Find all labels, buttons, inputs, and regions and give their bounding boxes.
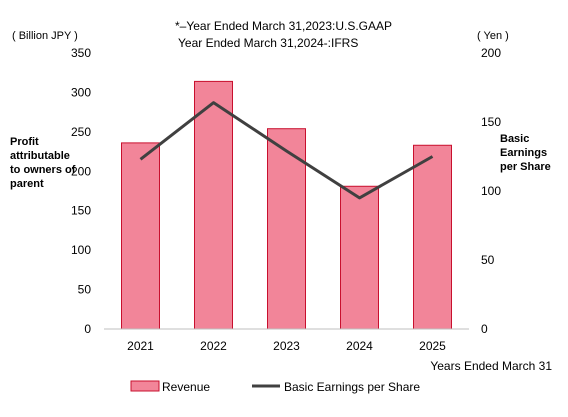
right-axis-unit: ( Yen ) <box>477 30 509 42</box>
left-tick-label-6: 300 <box>71 85 91 99</box>
left-tick-label-1: 50 <box>78 283 92 297</box>
revenue-bar-2021 <box>121 142 160 330</box>
left-axis-ticks: 0 50 100 150 200 250 300 350 <box>71 46 91 336</box>
revenue-bar-2025 <box>413 144 452 330</box>
x-axis-ticks: 2021 2022 2023 2024 2025 <box>127 339 446 353</box>
revenue-bar-2022 <box>194 80 233 330</box>
legend-revenue-swatch <box>130 380 160 392</box>
legend-eps-label: Basic Earnings per Share <box>284 380 420 394</box>
right-axis-label-line-1: Basic <box>500 133 529 145</box>
right-tick-label-0: 0 <box>481 322 488 336</box>
right-tick-label-4: 200 <box>481 46 501 60</box>
left-tick-label-0: 0 <box>84 322 91 336</box>
left-axis-unit: ( Billion JPY ) <box>12 30 78 42</box>
legend: Revenue Basic Earnings per Share <box>130 380 420 394</box>
left-axis-label-line-1: Profit <box>10 136 39 148</box>
left-axis-label-line-4: parent <box>10 178 44 190</box>
left-tick-label-5: 250 <box>71 125 91 139</box>
x-tick-label-2025: 2025 <box>419 339 446 353</box>
left-tick-label-3: 150 <box>71 204 91 218</box>
revenue-bars <box>121 80 452 330</box>
right-axis-label-line-2: Earnings <box>500 147 547 159</box>
accounting-note-2: Year Ended March 31,2024-:IFRS <box>178 36 358 50</box>
x-tick-label-2022: 2022 <box>200 339 227 353</box>
x-tick-label-2021: 2021 <box>127 339 154 353</box>
left-tick-label-2: 100 <box>71 243 91 257</box>
left-axis-label-line-2: attributable <box>10 150 70 162</box>
left-axis-label-line-3: to owners of <box>10 164 76 176</box>
right-tick-label-3: 150 <box>481 115 501 129</box>
revenue-bar-2023 <box>267 128 306 330</box>
x-tick-label-2023: 2023 <box>273 339 300 353</box>
legend-revenue-label: Revenue <box>162 380 210 394</box>
right-tick-label-1: 50 <box>481 253 495 267</box>
right-axis-label-line-3: per Share <box>500 161 551 173</box>
eps-series-line <box>139 101 434 200</box>
right-axis-ticks: 0 50 100 150 200 <box>481 46 501 336</box>
right-tick-label-2: 100 <box>481 184 501 198</box>
left-tick-label-4: 200 <box>71 164 91 178</box>
x-axis-title: Years Ended March 31 <box>430 359 552 373</box>
x-tick-label-2024: 2024 <box>346 339 373 353</box>
revenue-bar-2024 <box>340 185 379 330</box>
left-tick-label-7: 350 <box>71 46 91 60</box>
accounting-note-1: *–Year Ended March 31,2023:U.S.GAAP <box>175 19 392 33</box>
